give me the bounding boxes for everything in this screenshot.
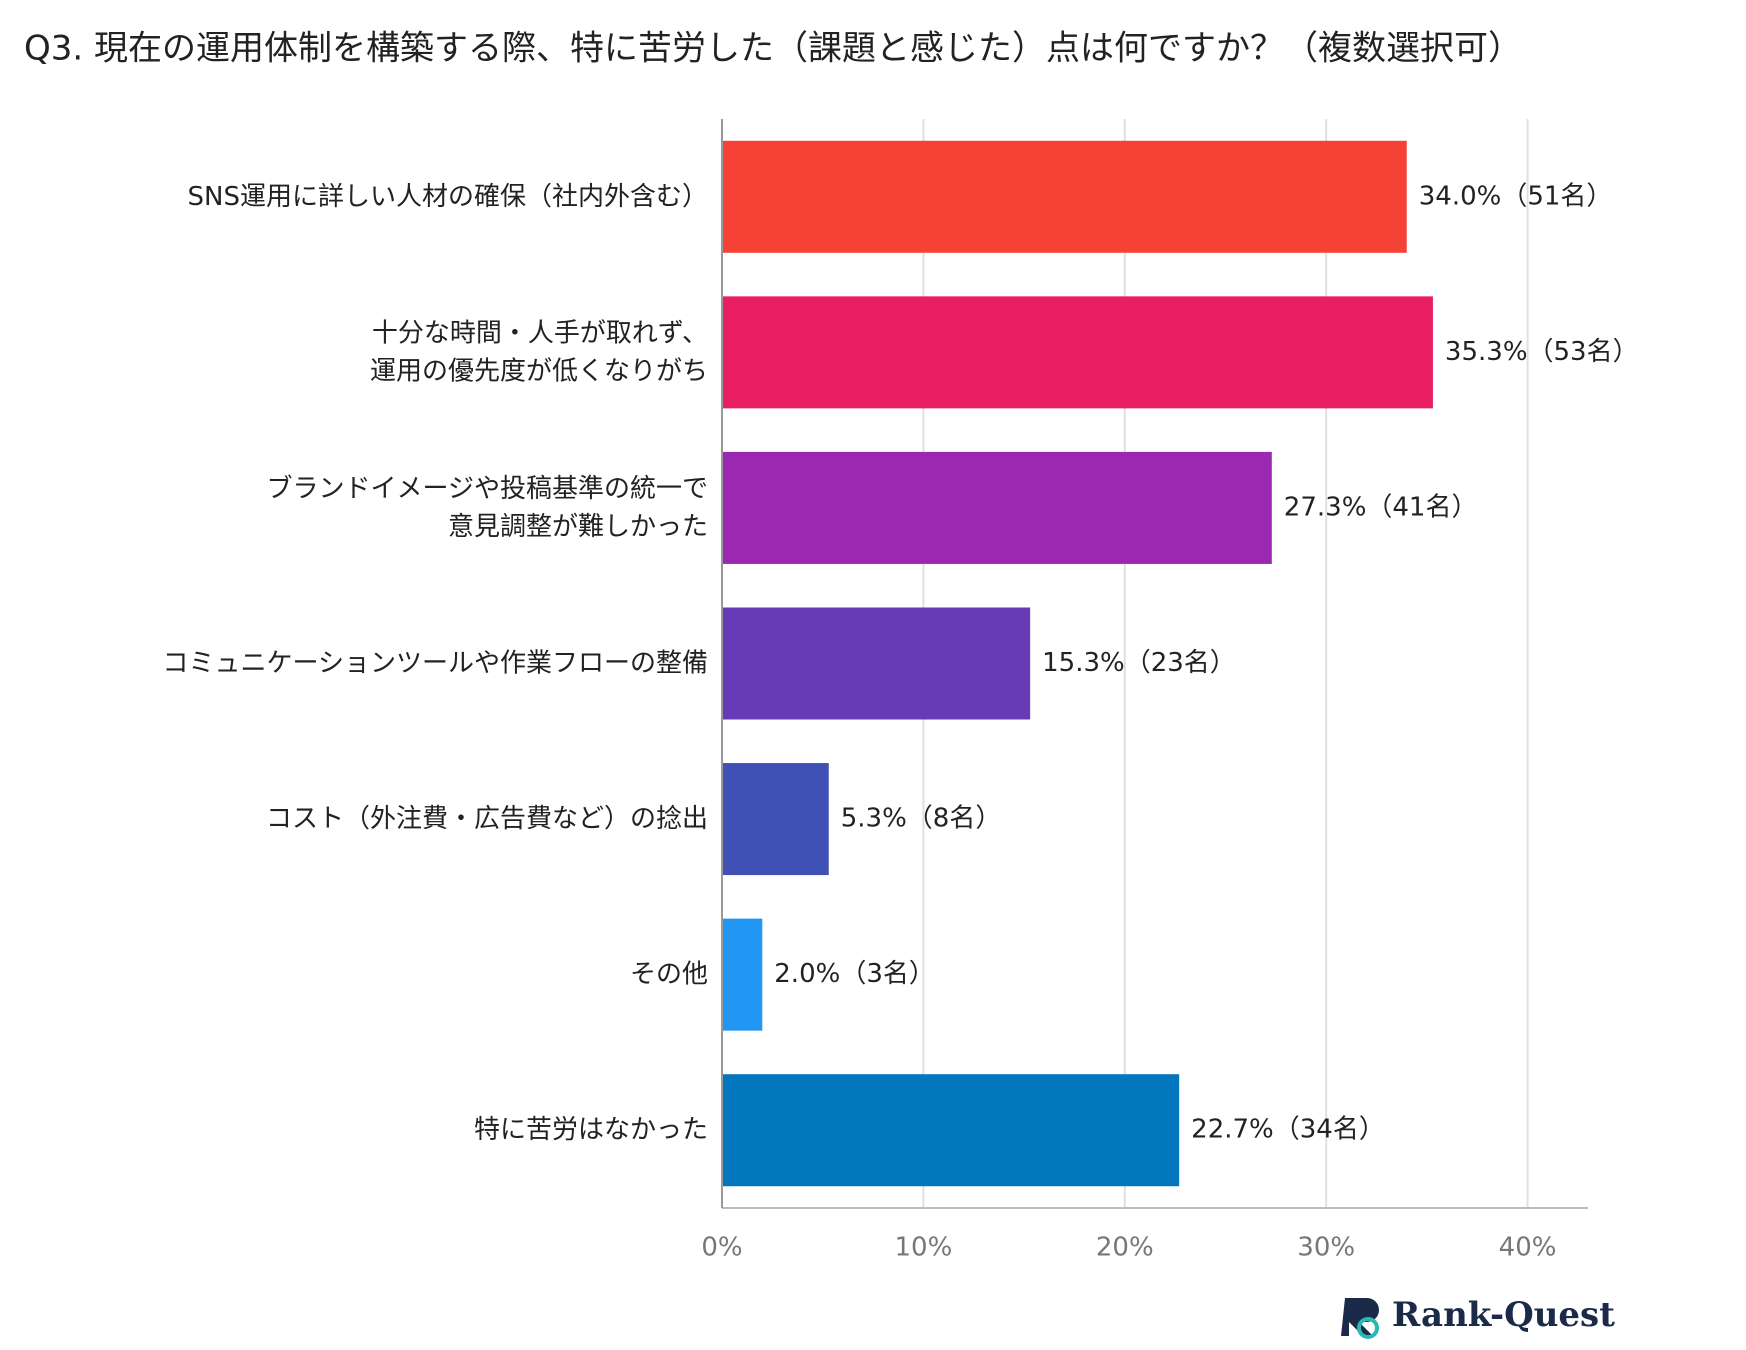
bar (722, 763, 829, 876)
bar (722, 451, 1272, 564)
logo-icon (1341, 1298, 1379, 1336)
bar (722, 607, 1031, 720)
x-tick-label: 10% (894, 1233, 952, 1263)
bar (722, 140, 1407, 253)
value-label: 15.3%（23名） (1042, 648, 1236, 678)
y-tick-label-line: SNS運用に詳しい人材の確保（社内外含む） (188, 181, 708, 211)
y-tick-label-line: 特に苦労はなかった (474, 1115, 708, 1145)
y-tick-label: 十分な時間・人手が取れず、運用の優先度が低くなりがち (370, 318, 708, 386)
x-tick-label: 30% (1297, 1233, 1355, 1263)
y-tick-label-line: 意見調整が難しかった (448, 511, 708, 541)
y-tick-label: コスト（外注費・広告費など）の捻出 (266, 804, 708, 834)
x-tick-label: 20% (1096, 1233, 1154, 1263)
value-label: 5.3%（8名） (841, 804, 1002, 834)
chart-title: Q3. 現在の運用体制を構築する際、特に苦労した（課題と感じた）点は何ですか？（… (24, 29, 1522, 69)
y-tick-label-line: コスト（外注費・広告費など）の捻出 (266, 804, 708, 834)
value-label: 35.3%（53名） (1445, 337, 1639, 367)
y-tick-label: その他 (630, 959, 708, 989)
y-tick-label-line: 運用の優先度が低くなりがち (370, 356, 708, 386)
y-tick-label: コミュニケーションツールや作業フローの整備 (163, 648, 708, 678)
value-label: 22.7%（34名） (1191, 1115, 1385, 1145)
y-tick-label: ブランドイメージや投稿基準の統一で意見調整が難しかった (267, 473, 708, 541)
bar (722, 296, 1433, 409)
value-label: 27.3%（41名） (1284, 492, 1478, 522)
logo: Rank-Quest (1341, 1295, 1615, 1339)
bar (722, 918, 763, 1031)
y-tick-label: 特に苦労はなかった (474, 1115, 708, 1145)
x-tick-label: 40% (1499, 1233, 1557, 1263)
y-tick-label-line: コミュニケーションツールや作業フローの整備 (163, 648, 708, 678)
y-tick-label-line: その他 (630, 959, 708, 989)
y-tick-label: SNS運用に詳しい人材の確保（社内外含む） (188, 181, 708, 211)
value-label: 34.0%（51名） (1419, 181, 1613, 211)
y-tick-label-line: 十分な時間・人手が取れず、 (372, 318, 708, 348)
y-tick-label-line: ブランドイメージや投稿基準の統一で (267, 473, 708, 503)
value-label: 2.0%（3名） (774, 959, 935, 989)
bar (722, 1074, 1180, 1187)
logo-icon-ring (1357, 1317, 1379, 1339)
x-tick-label: 0% (701, 1233, 742, 1263)
logo-text: Rank-Quest (1392, 1295, 1615, 1335)
